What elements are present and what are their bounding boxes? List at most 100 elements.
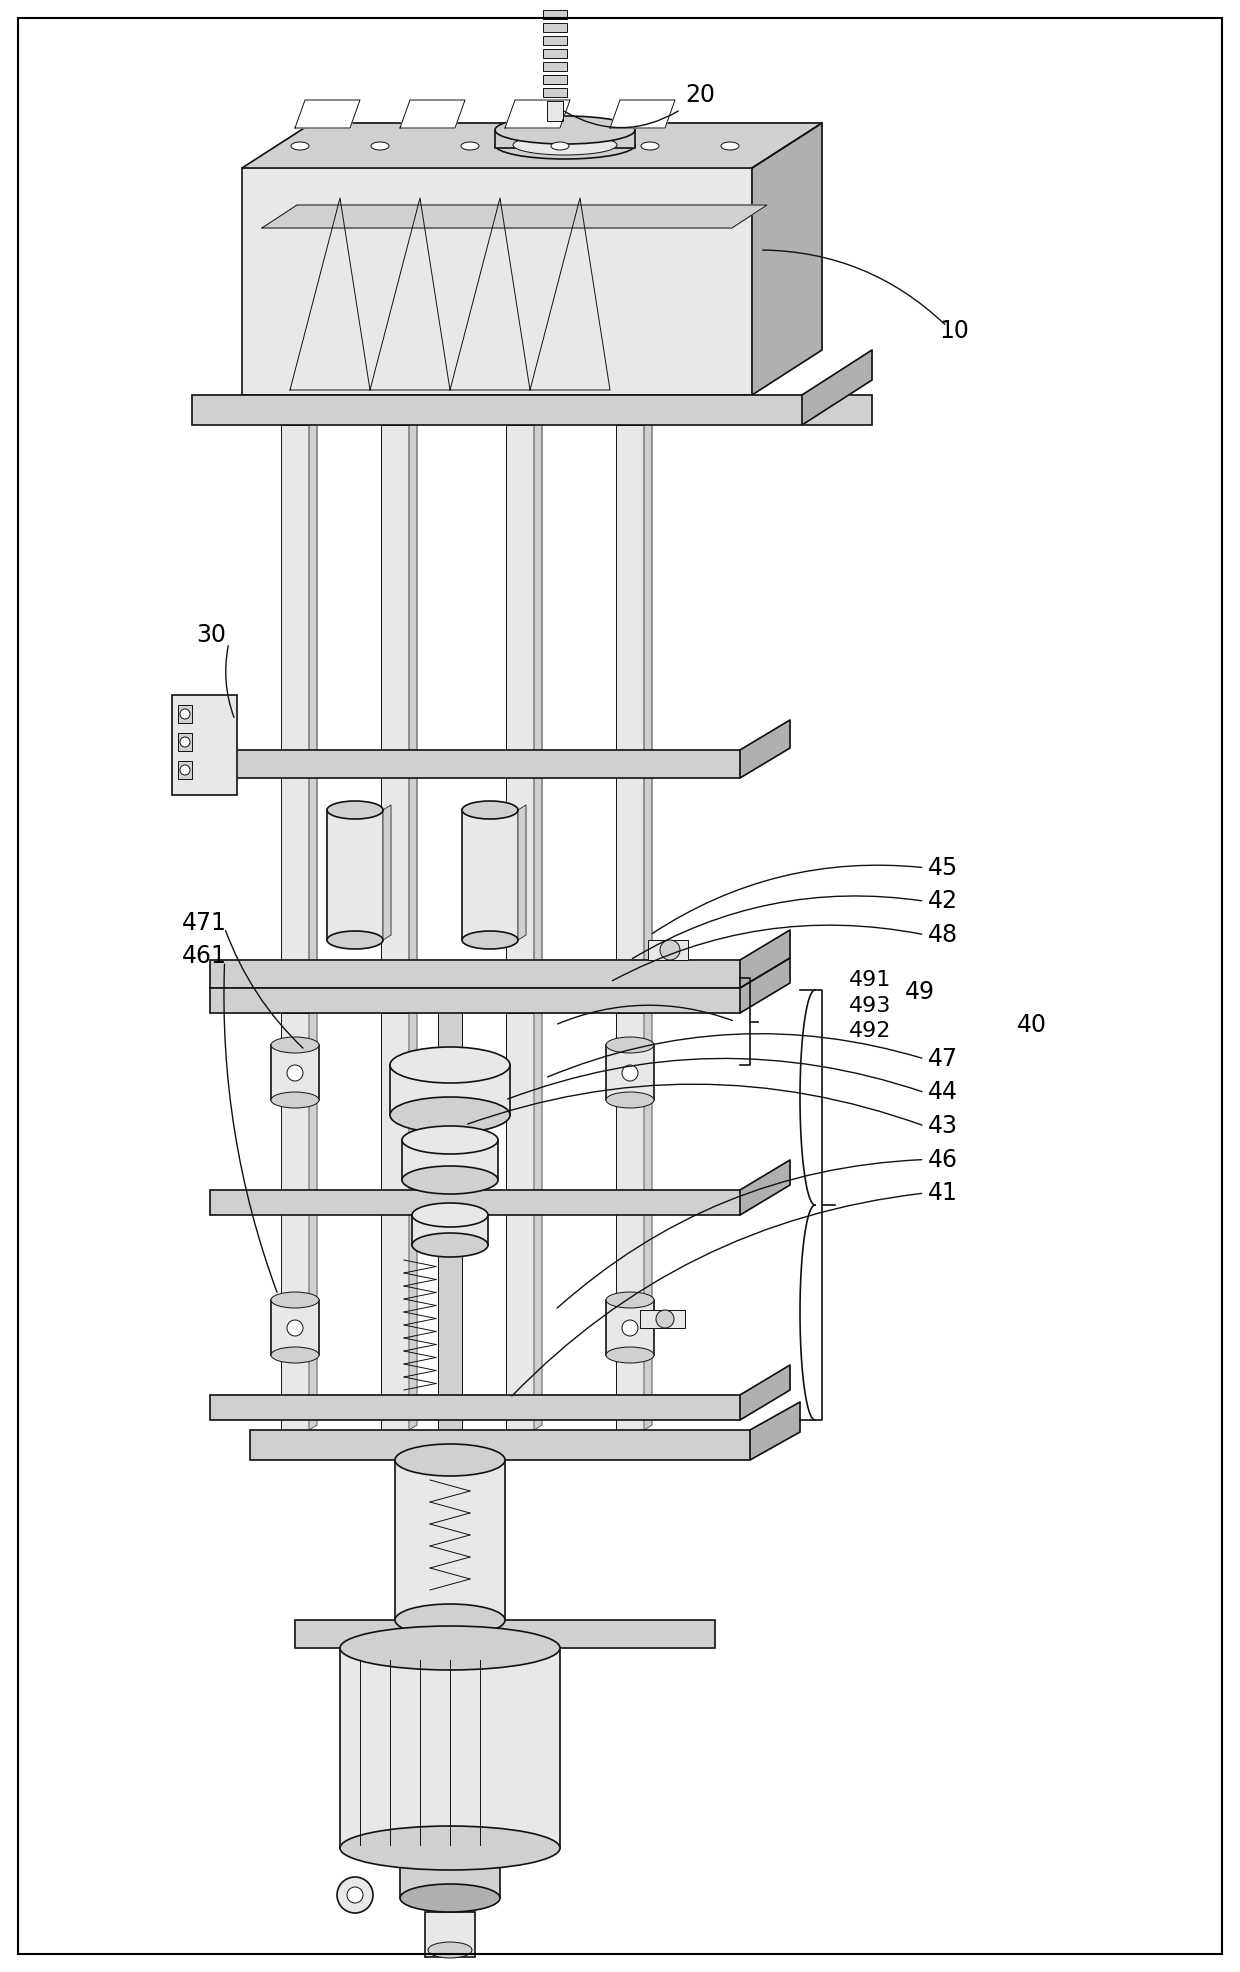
Ellipse shape [428,1942,472,1958]
Ellipse shape [641,142,658,150]
Ellipse shape [327,801,383,818]
Polygon shape [295,101,360,128]
Text: 42: 42 [928,889,957,913]
Ellipse shape [396,1603,505,1637]
Bar [250,1430,750,1459]
Bar [172,694,237,795]
Bar [649,941,688,960]
Ellipse shape [606,1092,653,1108]
Polygon shape [740,1365,790,1420]
Ellipse shape [396,1444,505,1475]
Ellipse shape [286,1065,303,1081]
Text: 492: 492 [849,1021,892,1041]
Ellipse shape [495,130,635,160]
Ellipse shape [180,765,190,775]
Ellipse shape [551,142,569,150]
Ellipse shape [371,142,389,150]
Polygon shape [409,1008,417,1430]
Bar [463,810,518,941]
Polygon shape [242,168,751,394]
Polygon shape [505,101,570,128]
Polygon shape [740,931,790,988]
Text: 44: 44 [928,1081,957,1104]
Text: 46: 46 [928,1148,957,1171]
Text: 461: 461 [182,945,227,968]
Bar [210,1189,740,1215]
Bar [396,1459,505,1621]
Polygon shape [409,420,417,1000]
Text: 493: 493 [849,996,892,1016]
Bar [192,394,872,426]
Bar [616,426,644,1000]
Text: 10: 10 [940,319,970,343]
Polygon shape [750,1402,800,1459]
Polygon shape [740,958,790,1014]
Polygon shape [450,197,529,390]
Polygon shape [262,205,768,229]
Polygon shape [309,1008,317,1430]
Bar [547,101,563,120]
Polygon shape [518,805,526,941]
Ellipse shape [412,1203,489,1227]
Bar [543,10,567,20]
Polygon shape [610,101,675,128]
Ellipse shape [495,116,635,144]
Text: 45: 45 [928,856,957,880]
Bar [506,1014,534,1430]
Bar [506,426,534,1000]
Bar [179,706,192,724]
Bar [402,1140,498,1179]
Ellipse shape [513,134,618,156]
Ellipse shape [337,1877,373,1913]
Bar [606,1045,653,1100]
Polygon shape [534,1008,542,1430]
Bar [179,761,192,779]
Bar [543,35,567,45]
Bar [210,1394,740,1420]
Ellipse shape [180,710,190,720]
Text: 30: 30 [196,623,226,647]
Polygon shape [740,720,790,779]
Bar [425,1913,475,1956]
Ellipse shape [606,1347,653,1363]
Text: 20: 20 [686,83,715,106]
Ellipse shape [272,1092,319,1108]
Bar [340,1649,560,1848]
Text: 43: 43 [928,1114,957,1138]
Ellipse shape [622,1319,639,1335]
Ellipse shape [291,142,309,150]
Text: 48: 48 [928,923,957,947]
Ellipse shape [660,941,680,960]
Ellipse shape [402,1165,498,1193]
Polygon shape [751,122,822,394]
Bar [179,734,192,751]
Ellipse shape [340,1627,560,1670]
Bar [543,75,567,85]
Polygon shape [644,420,652,1000]
Bar [210,749,740,779]
Ellipse shape [272,1292,319,1307]
Polygon shape [644,1008,652,1430]
Bar [391,1065,510,1114]
Ellipse shape [272,1037,319,1053]
Bar [495,130,635,148]
Bar [412,1215,489,1244]
Ellipse shape [327,931,383,949]
Polygon shape [740,1160,790,1215]
Polygon shape [802,349,872,426]
Text: 471: 471 [182,911,227,935]
Polygon shape [383,805,391,941]
Ellipse shape [463,801,518,818]
Ellipse shape [401,1883,500,1913]
Bar [272,1045,319,1100]
Bar [281,426,309,1000]
Polygon shape [534,420,542,1000]
Ellipse shape [402,1126,498,1154]
Text: 491: 491 [849,970,892,990]
Bar [295,1621,715,1649]
Ellipse shape [463,931,518,949]
Text: 49: 49 [905,980,935,1004]
Bar [640,1309,684,1327]
Polygon shape [309,420,317,1000]
Bar [210,988,740,1014]
